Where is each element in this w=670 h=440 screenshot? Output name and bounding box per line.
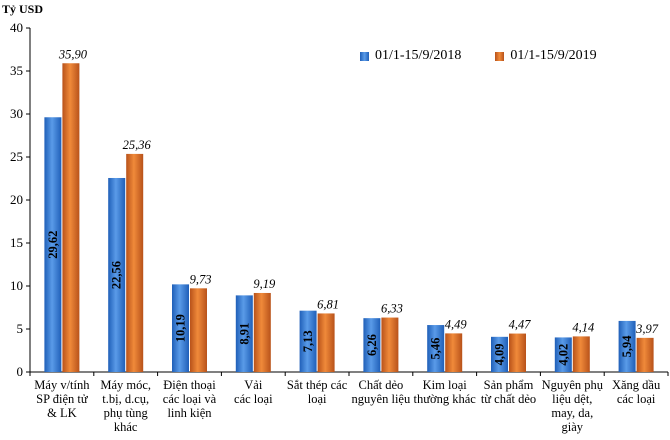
y-axis-label: Tỷ USD [2,2,44,16]
y-tick-label: 25 [10,149,23,164]
data-label-2019: 3,97 [635,322,659,336]
data-label-2018: 4,02 [556,344,570,366]
category-label: Kim loại thường khác [412,378,478,406]
bar-2019 [381,317,399,372]
data-label-2019: 4,47 [509,318,532,332]
data-label-2019: 25,36 [123,138,152,152]
data-label-2019: 6,81 [317,297,339,311]
category-label-line: phụ tùng [103,406,148,420]
category-label-line: Sắt thép các [286,378,348,392]
category-label-line: nguyên liệu [351,392,411,406]
data-label-2018: 22,56 [110,261,124,289]
category-label-line: liệu dệt, [552,392,593,406]
bar-2019 [126,153,144,372]
category-label: Máy móc, t.bị, d.cụ, phụ tùng khác [93,378,159,434]
category-label: Vải các loại [220,378,286,406]
data-label-2018: 8,91 [237,323,251,345]
category-label-line: Kim loại [422,378,467,392]
legend-swatch-2019 [495,51,505,61]
category-label-line: may, da, [551,406,594,420]
category-label-line: Máy móc, [100,378,152,392]
legend: 01/1-15/9/2018 01/1-15/9/2019 [360,48,597,64]
bar-2018 [491,336,508,372]
y-tick-label: 20 [10,192,23,207]
data-label-2019: 9,19 [253,277,276,291]
category-label-line: các loại [234,392,273,406]
category-label: Chất dẻo nguyên liệu [348,378,414,406]
bar-2019 [445,333,463,372]
bar-2018 [235,295,253,372]
bar-2018 [554,337,572,372]
bar-2018 [618,320,636,372]
legend-item-2019: 01/1-15/9/2019 [495,48,597,64]
category-label: Máy v/tính SP điện tử & LK [29,378,95,420]
y-tick-label: 40 [10,20,23,35]
y-tick-label: 30 [10,106,23,121]
category-label: Xăng dầu các loại [603,378,669,406]
data-label-2018: 6,26 [365,334,379,356]
category-label-line: các loại và [162,392,217,406]
category-label-line: Điện thoại [163,378,216,392]
category-label-line: các loại [616,392,656,406]
bar-2018 [172,284,189,372]
bar-2019 [509,333,526,372]
category-label-line: khác [113,420,138,434]
category-label-line: Chất dẻo [358,378,404,392]
bar-2018 [363,318,381,372]
category-label-line: Sản phẩm [483,378,534,392]
bar-2019 [253,292,271,372]
data-label-2018: 5,46 [429,338,443,360]
bar-2019 [636,337,654,372]
bar-2018 [299,310,317,372]
category-label-line: Máy v/tính [34,378,90,392]
bar-2018 [427,325,445,372]
bar-2019 [190,288,207,372]
category-label-line: linh kiện [167,406,212,420]
category-label-line: Nguyên phụ [541,378,604,392]
y-tick-label: 0 [17,364,24,379]
bar-2019 [317,313,335,372]
category-label-line: Xăng dầu [611,378,661,392]
category-label: Điện thoại các loại và linh kiện [157,378,223,420]
legend-swatch-2018 [360,51,369,61]
category-label-line: thường khác [413,392,476,406]
category-label-line: từ chất dẻo [480,392,537,406]
y-tick-label: 35 [10,63,23,78]
category-label-line: loại [307,392,327,406]
y-tick-label: 10 [10,278,23,293]
y-tick-label: 15 [10,235,23,250]
legend-item-2018: 01/1-15/9/2018 [360,48,461,64]
data-label-2018: 5,94 [620,335,634,358]
data-label-2018: 10,19 [174,314,188,342]
category-label: Sắt thép các loại [284,378,350,406]
bar-2018 [44,117,62,372]
category-label-line: t.bị, d.cụ, [102,392,150,406]
category-label-line: SP điện tử [36,392,88,406]
category-label-line: Vải [244,378,263,392]
data-label-2019: 4,14 [572,320,594,334]
data-label-2018: 29,62 [46,231,60,259]
data-label-2019: 35,90 [58,47,88,61]
data-label-2018: 7,13 [301,330,315,352]
bar-2018 [108,177,126,372]
data-label-2018: 4,09 [493,343,507,365]
category-label-line: & LK [47,406,77,420]
bar-2019 [62,63,80,372]
y-tick-label: 5 [17,321,24,336]
bar-2019 [572,336,590,372]
data-label-2019: 4,49 [445,317,468,331]
legend-label-2019: 01/1-15/9/2019 [510,48,597,63]
category-label-line: giày [561,420,584,434]
category-label: Nguyên phụ liệu dệt, may, da, giày [539,378,605,434]
data-label-2019: 6,33 [381,302,403,316]
legend-label-2018: 01/1-15/9/2018 [375,48,462,63]
data-label-2019: 9,73 [190,272,212,286]
category-label: Sản phẩm từ chất dẻo [476,378,542,406]
